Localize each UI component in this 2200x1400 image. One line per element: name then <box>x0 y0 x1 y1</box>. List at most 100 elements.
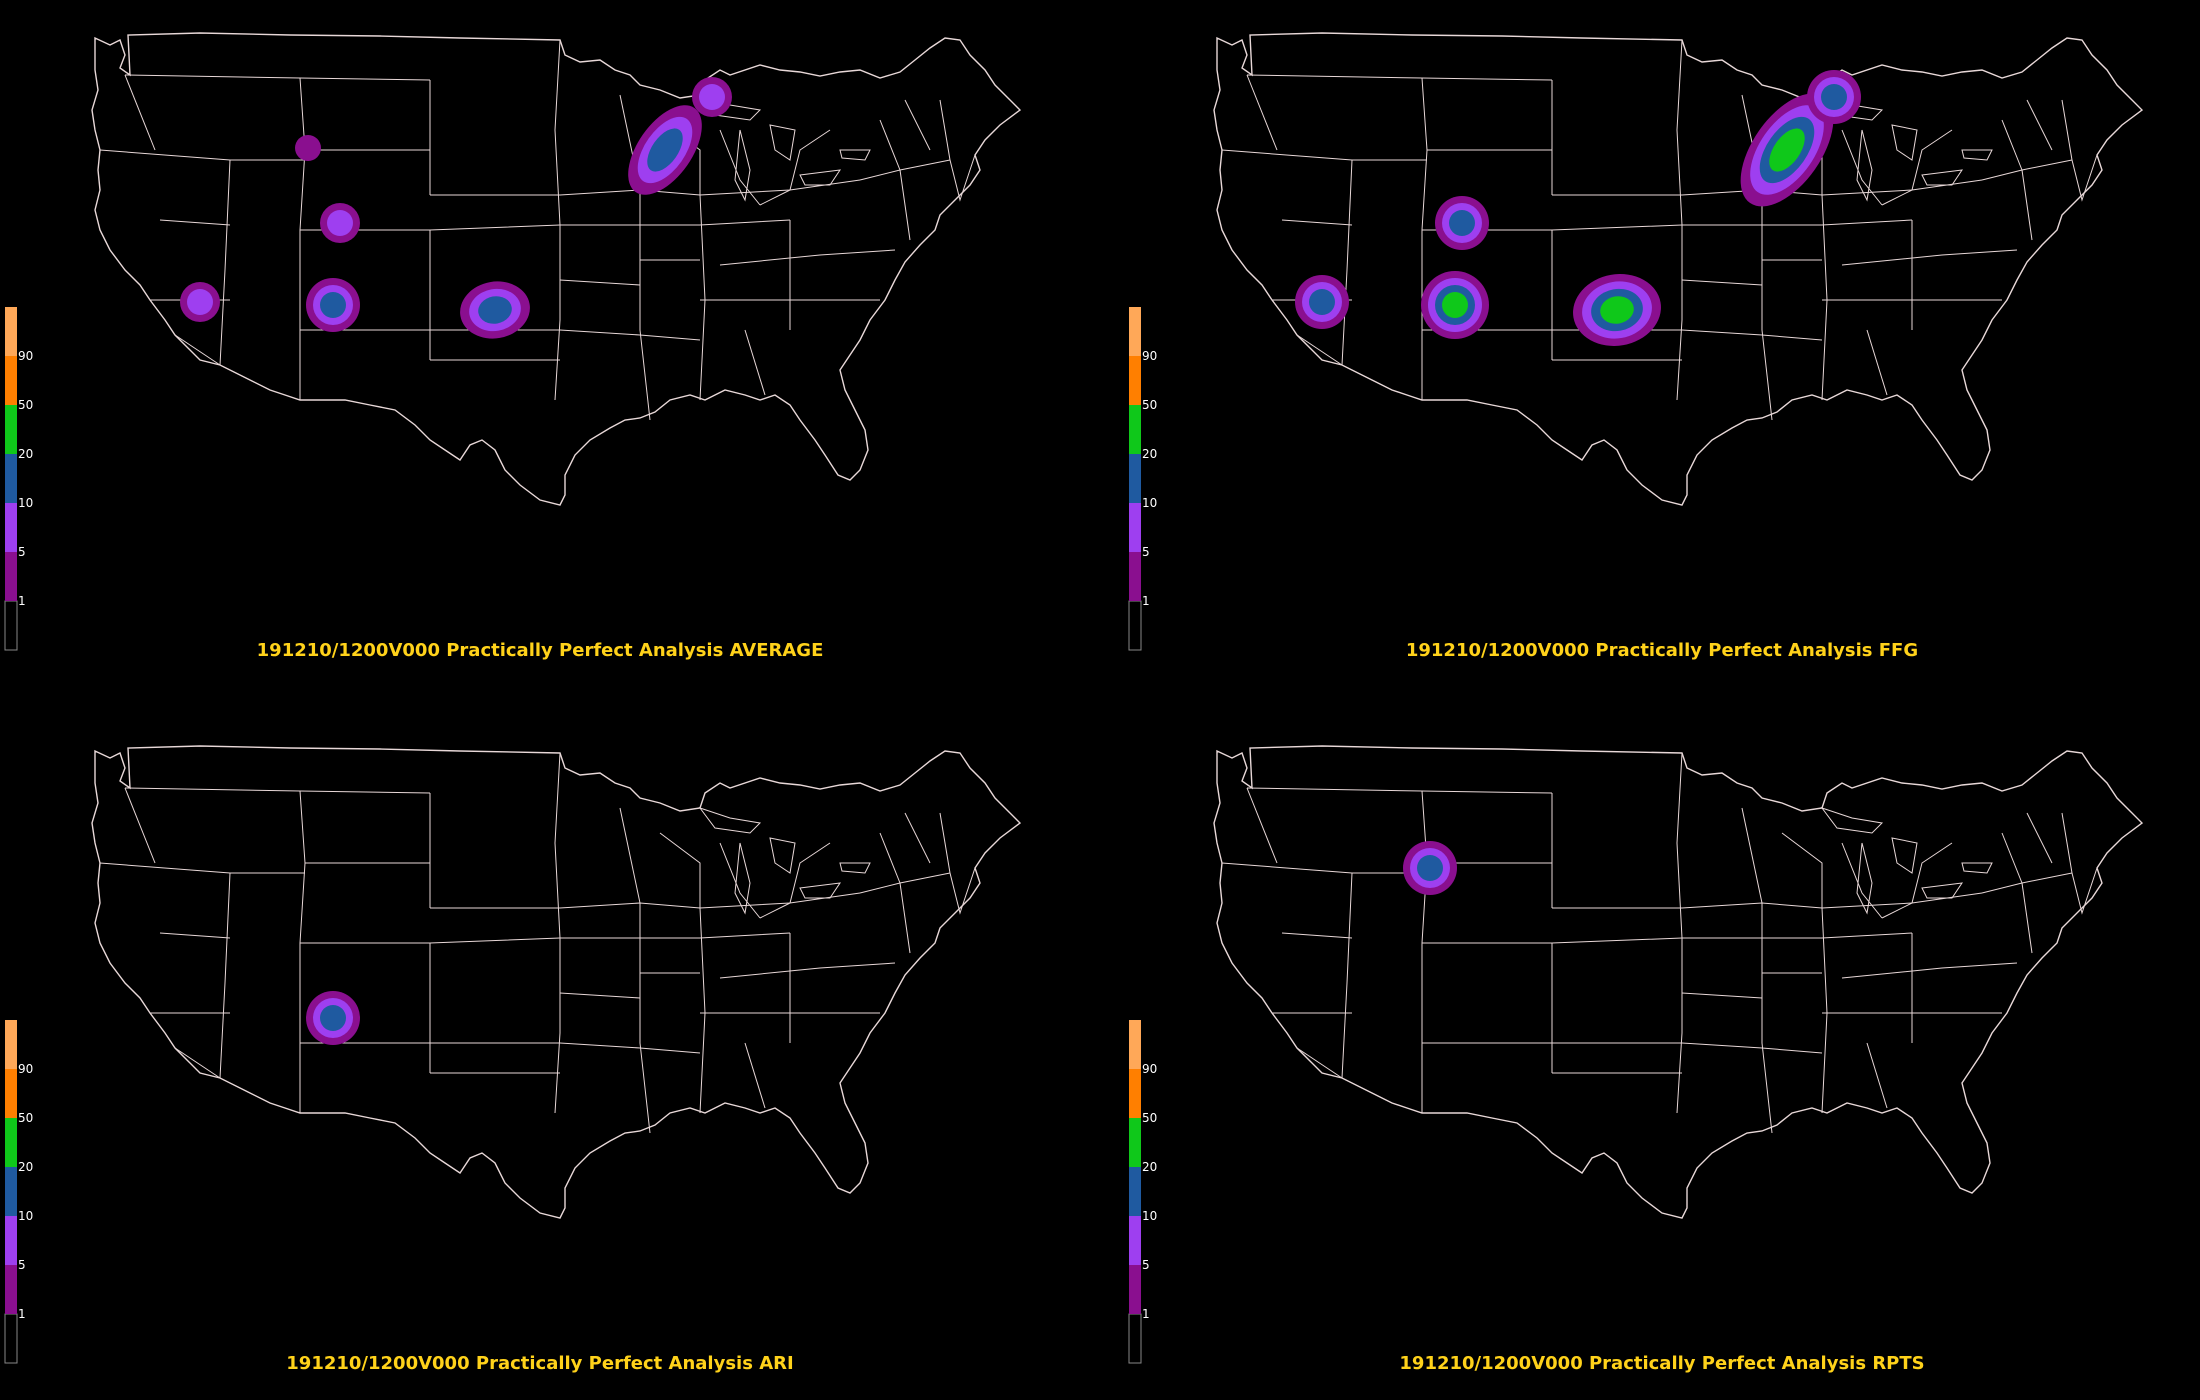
state-border <box>2071 154 2098 202</box>
state-border <box>1781 832 1823 908</box>
legend-swatch-2 <box>1129 503 1141 552</box>
state-border <box>719 249 896 266</box>
legend-label: 90 <box>1142 1062 1157 1076</box>
great-lake <box>734 129 751 202</box>
state-border <box>939 99 951 161</box>
legend-label: 10 <box>1142 1209 1157 1223</box>
state-border <box>2021 169 2033 241</box>
state-border <box>124 74 156 151</box>
panel-average: 1 5 10 20 50 90 191210/1200V000 Practically P… <box>0 0 1100 700</box>
state-border <box>159 219 231 226</box>
state-border <box>1881 189 1913 206</box>
state-border <box>2071 867 2098 915</box>
state-border <box>2061 99 2073 161</box>
state-border <box>719 129 761 206</box>
state-border <box>719 962 896 979</box>
state-border <box>1341 159 1353 366</box>
contour-level-3 <box>1417 855 1443 881</box>
state-border <box>879 832 901 884</box>
state-border <box>219 159 231 366</box>
state-border <box>899 169 911 241</box>
great-lake <box>1961 862 1993 874</box>
legend-label: 90 <box>18 349 33 363</box>
caption-ffg: 191210/1200V000 Practically Perfect Anal… <box>1405 640 1919 661</box>
state-border <box>99 862 305 874</box>
state-border <box>1681 992 1763 999</box>
state-border <box>1881 902 1913 919</box>
state-border <box>300 1042 701 1054</box>
state-border <box>699 179 861 196</box>
legend-label: 10 <box>18 1209 33 1223</box>
legend-average: 1 5 10 20 50 90 <box>4 307 33 651</box>
state-border <box>2026 99 2053 151</box>
state-border <box>1221 862 1427 874</box>
legend-swatch-3 <box>5 454 17 503</box>
contour-level-2 <box>327 210 353 236</box>
contour-level-4 <box>1442 292 1468 318</box>
state-border <box>1981 159 2073 181</box>
state-border <box>949 154 976 202</box>
state-border <box>1821 194 1828 401</box>
contour-level-3 <box>478 296 512 324</box>
legend-label: 20 <box>18 447 33 461</box>
state-border <box>719 842 761 919</box>
state-border <box>789 129 831 191</box>
great-lake <box>769 837 796 874</box>
state-border <box>559 992 641 999</box>
state-border <box>699 892 861 909</box>
contour-northern-rockies <box>295 135 321 161</box>
state-border <box>1296 334 1343 366</box>
state-border <box>2061 812 2073 874</box>
contour-oklahoma-texas <box>1421 271 1489 339</box>
great-lake <box>839 862 871 874</box>
map-average <box>91 32 1022 506</box>
contour-level-3 <box>1821 84 1847 110</box>
legend-label: 20 <box>1142 447 1157 461</box>
state-border <box>1246 74 1278 151</box>
state-border <box>124 787 431 794</box>
contour-mississippi <box>1573 274 1661 346</box>
contour-level-2 <box>699 84 725 110</box>
legend-label: 1 <box>18 1307 26 1321</box>
legend-swatch-3 <box>5 1167 17 1216</box>
state-border <box>300 329 701 341</box>
state-border <box>174 1047 221 1079</box>
state-border <box>219 872 231 1079</box>
great-lake <box>698 807 762 834</box>
state-border <box>99 149 305 161</box>
legend-swatch-3 <box>1129 1167 1141 1216</box>
state-border <box>2001 832 2023 884</box>
great-lake <box>799 169 842 186</box>
state-border <box>300 219 791 231</box>
state-border <box>1422 219 1913 231</box>
legend-swatch-2 <box>1129 1216 1141 1265</box>
state-border <box>1821 907 1828 1114</box>
legend-label: 5 <box>18 545 26 559</box>
state-border <box>699 194 706 401</box>
contour-maine-coast <box>692 77 732 117</box>
contour-new-england <box>628 105 702 195</box>
state-border <box>1421 77 1428 231</box>
legend-swatch-6 <box>5 1020 17 1069</box>
state-border <box>2001 119 2023 171</box>
legend-label: 90 <box>1142 349 1157 363</box>
state-border <box>1741 807 1763 904</box>
state-border <box>904 812 931 864</box>
state-border <box>1341 872 1353 1079</box>
great-lake <box>1856 842 1873 915</box>
contour-level-1 <box>295 135 321 161</box>
legend-swatch-1 <box>1129 1265 1141 1314</box>
contour-arizona <box>180 282 220 322</box>
state-border <box>1246 787 1278 864</box>
state-border <box>619 807 641 904</box>
state-border <box>300 932 791 944</box>
contour-maine-coast <box>1807 70 1861 124</box>
state-border <box>1246 787 1553 794</box>
state-border <box>1681 279 1763 286</box>
legend-swatch-1 <box>5 552 17 601</box>
great-lake <box>1891 124 1918 161</box>
legend-label: 50 <box>1142 1111 1157 1125</box>
state-border <box>2021 882 2033 954</box>
state-border <box>659 832 701 908</box>
state-border <box>430 189 701 196</box>
